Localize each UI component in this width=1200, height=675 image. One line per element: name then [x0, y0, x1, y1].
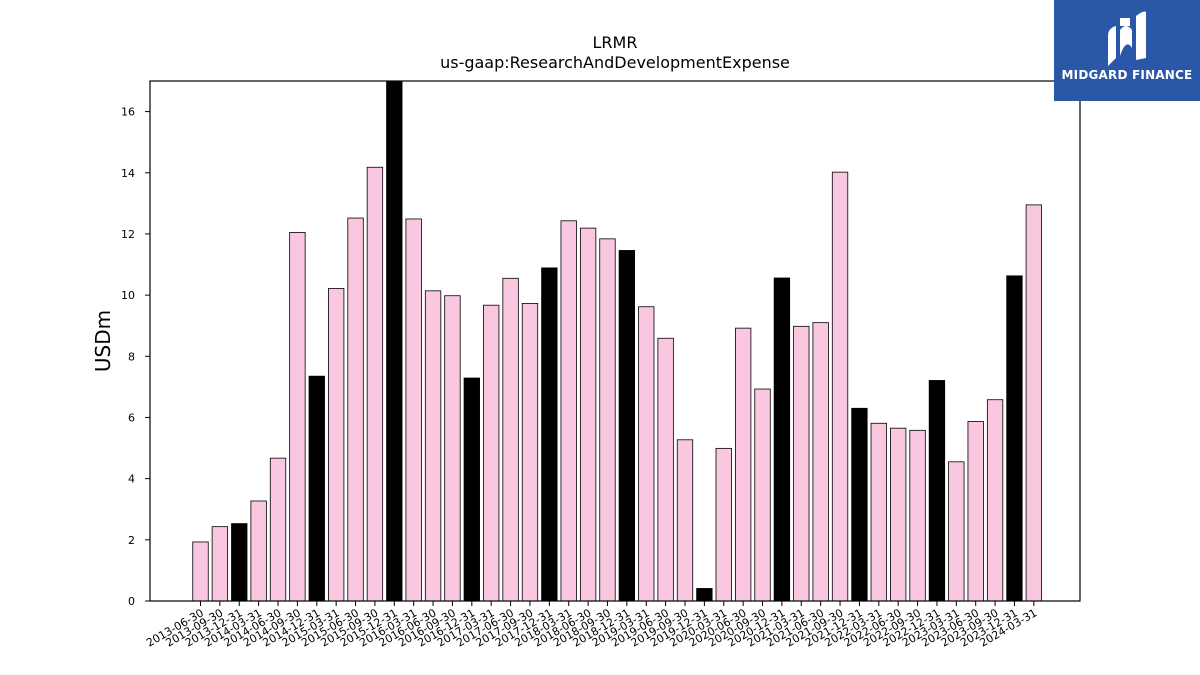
bar	[986, 399, 1004, 602]
bar	[948, 461, 965, 602]
bar	[269, 457, 287, 602]
plot-frame	[149, 80, 1081, 602]
y-tick-label: 4	[128, 473, 135, 486]
bar	[715, 447, 732, 602]
y-tick-label: 10	[121, 289, 135, 302]
bar	[231, 523, 248, 602]
bar	[676, 439, 694, 602]
brand-logo: MIDGARD FINANCE	[1054, 0, 1200, 101]
bar	[405, 218, 422, 602]
y-axis-label: USDm	[91, 310, 115, 372]
bar	[773, 277, 791, 602]
bars-group	[192, 81, 1042, 602]
y-tick-label: 16	[121, 106, 135, 119]
bar	[192, 541, 209, 602]
bar	[521, 302, 539, 602]
y-tick-label: 0	[128, 595, 135, 608]
bar	[560, 220, 577, 602]
bar	[211, 526, 229, 602]
brand-logo-text: MIDGARD FINANCE	[1061, 68, 1193, 82]
bar	[386, 81, 403, 602]
bar	[541, 267, 558, 602]
bar	[424, 290, 442, 602]
bar	[754, 388, 771, 602]
bar	[812, 322, 829, 602]
bar	[308, 375, 325, 602]
bar	[696, 588, 713, 602]
bar	[366, 166, 384, 602]
bar	[483, 304, 500, 602]
midgard-logo-icon	[1108, 11, 1146, 66]
bar	[657, 337, 674, 602]
bar	[347, 217, 364, 602]
bar	[831, 171, 849, 602]
y-tick-label: 12	[121, 228, 135, 241]
bar	[618, 250, 636, 602]
chart-title: LRMR	[593, 33, 638, 52]
y-tick-label: 6	[128, 411, 135, 424]
y-axis-ticks: 0 2 4 6 8 10 12 14 16	[121, 106, 150, 608]
bar	[793, 325, 810, 602]
x-axis-ticks: 2013-06-302013-09-302013-12-312014-03-31…	[144, 601, 1039, 650]
bar	[289, 232, 306, 602]
bar	[579, 227, 597, 602]
bar	[909, 429, 926, 602]
bar	[502, 277, 519, 602]
bar	[967, 421, 984, 602]
bar	[851, 407, 868, 602]
bar	[928, 380, 946, 602]
bar	[1025, 204, 1042, 602]
bar	[328, 287, 345, 602]
bar	[463, 377, 480, 602]
chart-subtitle: us-gaap:ResearchAndDevelopmentExpense	[440, 53, 790, 72]
y-tick-label: 2	[128, 534, 135, 547]
bar	[890, 427, 907, 602]
bar	[250, 500, 267, 602]
bar	[870, 422, 887, 602]
bar	[734, 327, 752, 602]
y-tick-label: 8	[128, 350, 135, 363]
bar	[638, 306, 655, 602]
bar	[1006, 275, 1023, 602]
bar	[444, 295, 461, 602]
y-tick-label: 14	[121, 167, 135, 180]
bar	[599, 238, 616, 602]
